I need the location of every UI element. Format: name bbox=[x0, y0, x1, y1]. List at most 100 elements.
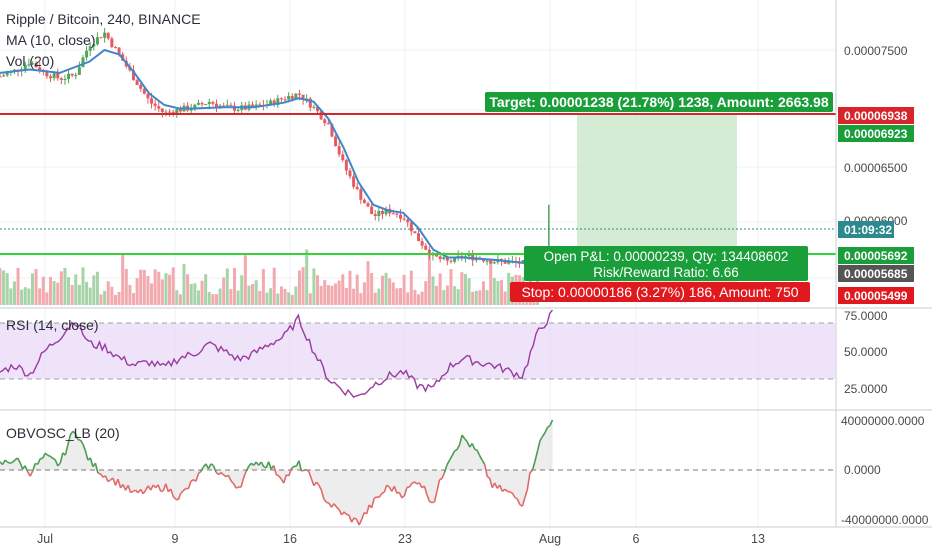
candle-body bbox=[467, 254, 471, 257]
volume-bar bbox=[27, 288, 31, 305]
candle-body bbox=[222, 105, 226, 107]
obv-segment bbox=[74, 433, 79, 440]
volume-bar bbox=[316, 275, 320, 305]
candle-body bbox=[507, 261, 511, 264]
price-axis[interactable]: 0.00007500 0.00006500 0.00006000 0.00006… bbox=[838, 44, 914, 304]
volume-bar bbox=[38, 288, 42, 305]
volume-bar bbox=[74, 274, 78, 305]
obv-segment bbox=[263, 466, 267, 469]
time-tick: 13 bbox=[751, 532, 765, 546]
candle-body bbox=[420, 241, 424, 246]
volume-bar bbox=[471, 291, 475, 305]
volume-bar bbox=[131, 293, 135, 305]
obv-segment bbox=[401, 495, 405, 499]
candle-body bbox=[366, 203, 370, 207]
candle-body bbox=[193, 104, 197, 110]
time-axis[interactable]: Jul 9 16 23 Aug 6 13 bbox=[37, 532, 765, 546]
volume-bar bbox=[207, 292, 211, 305]
candle-body bbox=[34, 63, 38, 68]
price-badge-last-text: 0.00005685 bbox=[844, 267, 908, 281]
rsi-tick: 25.0000 bbox=[844, 382, 888, 396]
volume-bar bbox=[503, 291, 507, 305]
volume-bar bbox=[272, 267, 276, 305]
volume-bar bbox=[139, 269, 143, 305]
candle-body bbox=[492, 262, 496, 264]
ma-line bbox=[0, 48, 538, 265]
volume-bar bbox=[485, 290, 489, 305]
candle-body bbox=[171, 111, 175, 115]
volume-bar bbox=[85, 281, 89, 305]
candle-body bbox=[139, 84, 143, 89]
obv-segment bbox=[19, 462, 24, 470]
candle-body bbox=[377, 210, 381, 217]
obv-segment bbox=[99, 473, 104, 478]
obv-segment bbox=[104, 475, 109, 482]
volume-bar bbox=[380, 275, 384, 305]
volume-bar bbox=[20, 289, 24, 305]
stop-label[interactable]: Stop: 0.00000186 (3.27%) 186, Amount: 75… bbox=[510, 282, 810, 302]
volume-bar bbox=[294, 286, 298, 305]
obv-segment bbox=[200, 466, 205, 472]
obv-segment bbox=[290, 465, 295, 470]
volume-bar bbox=[106, 281, 110, 305]
candle-body bbox=[211, 101, 215, 104]
open-pnl-label[interactable]: Open P&L: 0.00000239, Qty: 134408602 Ris… bbox=[524, 246, 808, 281]
obv-segment bbox=[52, 457, 56, 461]
volume-bar bbox=[283, 288, 287, 305]
candle-body bbox=[395, 213, 399, 215]
candle-body bbox=[135, 80, 139, 85]
obv-segment bbox=[195, 473, 200, 482]
target-label[interactable]: Target: 0.00001238 (21.78%) 1238, Amount… bbox=[485, 92, 833, 112]
rsi-tick: 75.0000 bbox=[844, 309, 888, 323]
obv-segment bbox=[536, 440, 541, 452]
obv-segment bbox=[267, 461, 272, 470]
candle-body bbox=[236, 109, 240, 111]
candle-body bbox=[254, 104, 258, 108]
obv-segment bbox=[305, 468, 310, 473]
candle-body bbox=[81, 57, 85, 68]
obv-tick: 0.0000 bbox=[844, 463, 881, 477]
volume-bar bbox=[352, 288, 356, 305]
candle-body bbox=[402, 218, 406, 220]
candle-body bbox=[409, 222, 413, 232]
volume-bar bbox=[157, 271, 161, 305]
obv-segment bbox=[79, 439, 84, 445]
obv-line bbox=[0, 419, 554, 526]
obv-segment bbox=[320, 490, 325, 500]
candle-body bbox=[74, 74, 78, 76]
candle-body bbox=[398, 214, 402, 219]
obv-segment bbox=[288, 468, 293, 477]
obv-segment bbox=[44, 452, 49, 456]
volume-bar bbox=[348, 270, 352, 305]
obv-segment bbox=[486, 475, 491, 480]
obv-segment bbox=[227, 475, 232, 482]
obv-segment bbox=[230, 480, 235, 485]
obv-segment bbox=[488, 478, 494, 488]
candle-body bbox=[362, 199, 366, 204]
obv-segment bbox=[501, 488, 506, 493]
volume-bar bbox=[240, 275, 244, 305]
candle-body bbox=[204, 104, 208, 106]
price-badge-stop-text: 0.00005499 bbox=[844, 289, 908, 303]
volume-bar bbox=[445, 285, 449, 305]
obv-segment bbox=[9, 461, 13, 464]
volume-bar bbox=[218, 288, 222, 305]
candle-body bbox=[150, 98, 154, 104]
obv-segment bbox=[122, 484, 127, 491]
obv-segment bbox=[403, 487, 408, 497]
obv-segment bbox=[408, 482, 413, 488]
obv-segment bbox=[383, 484, 388, 493]
obv-segment bbox=[476, 450, 481, 457]
volume-bar bbox=[319, 285, 323, 305]
candle-body bbox=[63, 79, 67, 81]
obv-segment bbox=[474, 448, 478, 452]
obv-segment bbox=[170, 488, 175, 497]
obv-segment bbox=[358, 519, 363, 526]
obv-segment bbox=[283, 474, 288, 484]
obv-segment bbox=[466, 441, 471, 448]
volume-bar bbox=[196, 290, 200, 305]
candle-body bbox=[0, 76, 2, 78]
obv-segment bbox=[82, 443, 87, 451]
volume-bar bbox=[305, 249, 309, 305]
